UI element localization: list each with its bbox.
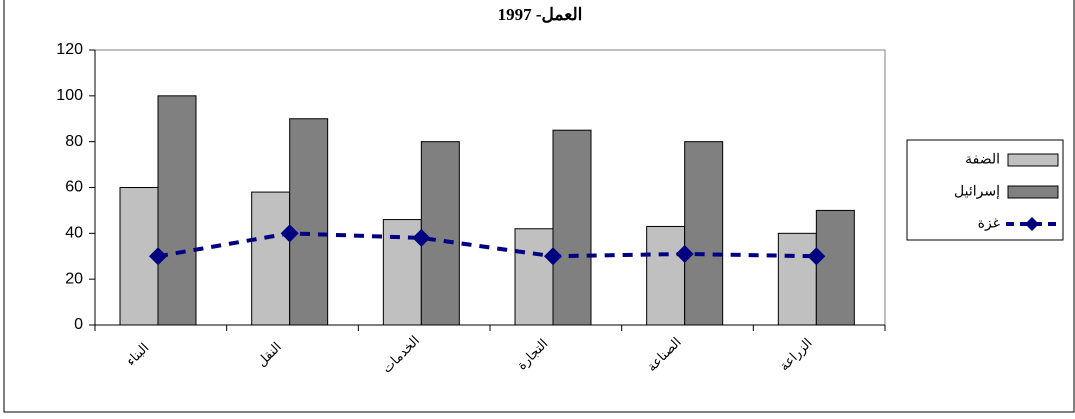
- bar: [552, 129, 592, 326]
- legend-swatch: [1007, 153, 1059, 167]
- bar: [420, 141, 460, 326]
- bar: [157, 95, 197, 326]
- bar: [815, 209, 855, 326]
- marker: [807, 247, 826, 266]
- marker: [412, 228, 431, 247]
- y-tick-label: 60: [65, 179, 83, 196]
- bar: [514, 228, 554, 326]
- legend-label: غزة: [978, 215, 1000, 232]
- legend-swatch: [1007, 185, 1059, 199]
- legend-marker: [1025, 217, 1039, 231]
- y-tick-label: 20: [65, 270, 83, 287]
- y-tick-label: 80: [65, 133, 83, 150]
- marker: [675, 244, 694, 263]
- y-tick-label: 120: [56, 41, 83, 58]
- bar: [289, 118, 329, 326]
- line: [157, 231, 817, 259]
- legend-label: الضفة: [965, 151, 1000, 167]
- y-tick-label: 100: [56, 87, 83, 104]
- bar: [684, 141, 724, 326]
- marker: [544, 247, 562, 266]
- y-tick-label: 0: [74, 316, 83, 333]
- legend-label: إسرائيل: [954, 183, 1000, 200]
- y-tick-label: 40: [65, 225, 83, 242]
- chart-title: العمل- 1997: [498, 5, 583, 24]
- bar: [646, 225, 686, 326]
- marker: [149, 247, 167, 266]
- bar: [251, 191, 291, 326]
- bar: [777, 232, 817, 326]
- marker: [280, 224, 299, 243]
